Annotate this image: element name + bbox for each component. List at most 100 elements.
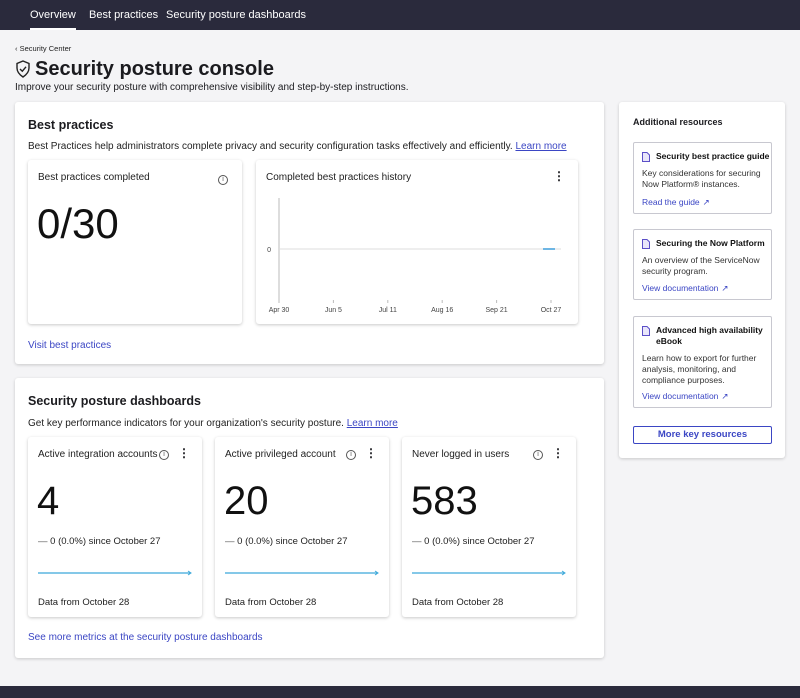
metric-footer: Data from October 28: [38, 597, 130, 608]
metric-value: 4: [37, 479, 60, 523]
description-text: Best Practices help administrators compl…: [28, 141, 513, 152]
breadcrumb-text[interactable]: Security Center: [19, 44, 72, 53]
more-resources-button[interactable]: More key resources: [633, 426, 772, 444]
resource-link-text[interactable]: View documentation: [642, 283, 719, 293]
section-heading: Best practices: [28, 118, 114, 132]
metric-card: Active integration accounts i ⋮ 4 — 0 (0.0%)…: [28, 437, 202, 617]
breadcrumb[interactable]: ‹ Security Center: [15, 44, 72, 53]
tab[interactable]: Security posture dashboards: [166, 9, 307, 21]
change-text: 0 (0.0%) since October 27: [237, 536, 348, 547]
resource-title-text: Security best practice guide: [656, 151, 770, 161]
resource-title: Advanced high availability eBook: [634, 325, 771, 347]
sparkline-arrow: [187, 570, 192, 576]
sparkline: [412, 570, 566, 576]
resource-description: Learn how to export for further analysis…: [642, 353, 757, 385]
doc-icon-shape: [642, 239, 650, 249]
x-tick-label: Apr 30: [269, 307, 290, 314]
shield-icon: [16, 60, 30, 78]
metric-value: 583: [411, 479, 478, 523]
menu-icon[interactable]: ⋮: [553, 169, 565, 183]
resource-description: An overview of the ServiceNow security p…: [642, 255, 760, 276]
metric-footer: Data from October 28: [225, 597, 317, 608]
section-description: Get key performance indicators for your …: [28, 418, 398, 429]
card-title: Completed best practices history: [266, 172, 412, 183]
dash-icon: —: [412, 536, 425, 547]
resources-heading: Additional resources: [633, 117, 723, 127]
metric-footer: Data from October 28: [412, 597, 504, 608]
x-tick-label: Jun 5: [325, 307, 342, 314]
resource-description: Key considerations for securing Now Plat…: [642, 168, 761, 189]
history-chart: 0 Apr 30 Jun 5 Jul 11 Aug 16 Sep 21 Oct 27: [267, 198, 562, 314]
y-tick-label: 0: [267, 247, 271, 254]
top-nav: Overview Best practices Security posture…: [0, 0, 800, 30]
change-text: 0 (0.0%) since October 27: [50, 536, 161, 547]
card-title: Never logged in users: [412, 449, 510, 460]
history-card: Completed best practices history ⋮ 0 Apr …: [256, 160, 578, 324]
external-icon[interactable]: ↗: [721, 283, 729, 293]
dash-icon: —: [38, 536, 51, 547]
sparkline-arrow: [374, 570, 379, 576]
info-icon[interactable]: i: [346, 450, 356, 460]
resource-link-text[interactable]: Read the guide: [642, 197, 700, 207]
learn-more-link[interactable]: Learn more: [346, 418, 398, 429]
resource-link[interactable]: View documentation ↗: [634, 391, 737, 402]
resource-card: Security best practice guide Key consider…: [633, 142, 772, 214]
doc-icon-shape: [642, 152, 650, 162]
metric-change: — 0 (0.0%) since October 27: [225, 536, 348, 547]
visit-link[interactable]: Visit best practices: [28, 340, 112, 351]
change-text: 0 (0.0%) since October 27: [424, 536, 535, 547]
metric-card: Never logged in users i ⋮ 583 — 0 (0.0%) sin…: [402, 437, 576, 617]
dashboards-link[interactable]: See more metrics at the security posture…: [28, 632, 263, 643]
section-description: Best Practices help administrators compl…: [28, 141, 567, 152]
menu-icon[interactable]: ⋮: [178, 446, 190, 460]
x-tick-label: Jul 11: [379, 307, 397, 314]
dash-icon: —: [225, 536, 238, 547]
doc-icon: [642, 326, 650, 336]
tab[interactable]: Overview: [30, 0, 76, 30]
doc-icon: [642, 239, 650, 249]
metric-card: Active privileged account i ⋮ 20 — 0 (0.0%) …: [215, 437, 389, 617]
completed-value: 0/30: [37, 200, 119, 247]
sparkline-arrow: [561, 570, 566, 576]
x-tick-label: Aug 16: [431, 307, 453, 314]
resource-title: Securing the Now Platform: [634, 238, 771, 249]
external-icon[interactable]: ↗: [721, 391, 729, 401]
menu-icon[interactable]: ⋮: [552, 446, 564, 460]
resource-title-text: Advanced high availability eBook: [656, 325, 763, 346]
completed-card: Best practices completed i 0/30: [28, 160, 242, 324]
doc-icon-shape: [642, 326, 650, 336]
bottom-bar: [0, 686, 800, 698]
resource-link[interactable]: Read the guide ↗: [634, 197, 718, 208]
dashboards-card: Security posture dashboards Get key perf…: [15, 378, 604, 658]
resource-title: Security best practice guide: [634, 151, 771, 162]
metric-change: — 0 (0.0%) since October 27: [38, 536, 161, 547]
sparkline: [225, 570, 379, 576]
info-icon[interactable]: i: [159, 450, 169, 460]
menu-icon[interactable]: ⋮: [365, 446, 377, 460]
resource-link[interactable]: View documentation ↗: [634, 283, 737, 294]
card-title: Active integration accounts: [38, 449, 158, 460]
resource-link-text[interactable]: View documentation: [642, 391, 719, 401]
info-icon[interactable]: i: [533, 450, 543, 460]
card-title: Best practices completed: [38, 172, 150, 183]
resource-card: Advanced high availability eBook Learn ho…: [633, 316, 772, 408]
page-title: Security posture console: [35, 58, 274, 80]
sparkline: [38, 570, 192, 576]
card-title: Active privileged account: [225, 449, 336, 460]
description-text: Get key performance indicators for your …: [28, 418, 344, 429]
tab[interactable]: Best practices: [89, 9, 159, 21]
resource-card: Securing the Now Platform An overview of …: [633, 229, 772, 300]
section-heading: Security posture dashboards: [28, 394, 201, 408]
metric-change: — 0 (0.0%) since October 27: [412, 536, 535, 547]
info-icon[interactable]: i: [218, 175, 228, 185]
page-subtitle: Improve your security posture with compr…: [15, 82, 409, 93]
resources-card: Additional resources More key resources …: [619, 102, 785, 458]
doc-icon: [642, 152, 650, 162]
external-icon[interactable]: ↗: [702, 197, 710, 207]
metric-value: 20: [224, 479, 269, 523]
x-tick-label: Sep 21: [486, 307, 508, 314]
best-practices-card: Best practices Best Practices help admin…: [15, 102, 604, 364]
learn-more-link[interactable]: Learn more: [515, 141, 567, 152]
x-tick-label: Oct 27: [541, 307, 562, 314]
